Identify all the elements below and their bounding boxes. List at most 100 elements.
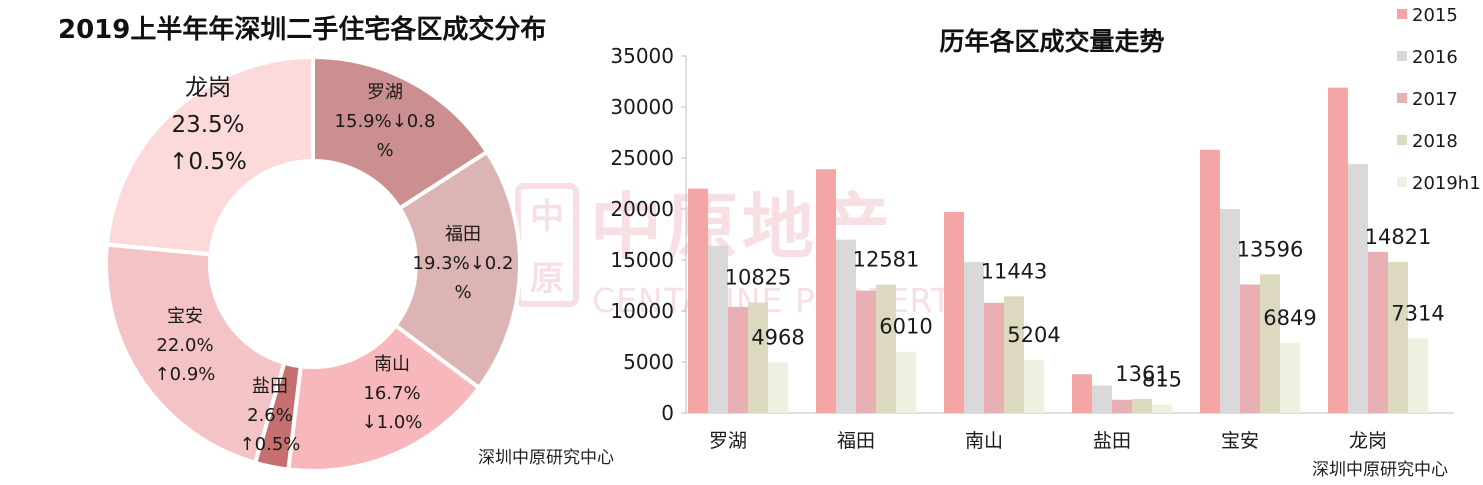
x-tick-label: 福田 (837, 430, 875, 452)
donut-slice-宝安 (104, 242, 287, 466)
svg-text:CENTALINE PROPERTY: CENTALINE PROPERTY (592, 281, 973, 320)
bar-盐田-2016 (1092, 385, 1112, 413)
data-label-2019h1-罗湖: 4968 (751, 325, 804, 349)
bar-title: 历年各区成交量走势 (939, 27, 1164, 56)
y-tick-label: 5000 (623, 350, 674, 374)
donut-slice-南山 (286, 322, 482, 473)
legend-label-2017: 2017 (1412, 89, 1458, 110)
bar-南山-2016 (964, 262, 984, 413)
bar-龙岗-2017 (1368, 251, 1388, 413)
bar-罗湖-2018 (748, 302, 768, 413)
donut-label-福田: % (454, 282, 471, 303)
bar-宝安-2015 (1200, 149, 1220, 413)
bar-宝安-2016 (1220, 209, 1240, 413)
bar-龙岗-2015 (1328, 87, 1348, 414)
donut-title: 2019上半年年深圳二手住宅各区成交分布 (58, 14, 546, 45)
bar-宝安-2018 (1260, 274, 1280, 413)
bar-罗湖-2017 (728, 306, 748, 413)
data-label-2018-南山: 11443 (981, 259, 1048, 283)
donut-chart: 罗湖 15.9%↓0.8% 福田 19.3%↓0.2% 南山 16.7% ↓1.0% 盐田 2.… (104, 54, 522, 473)
legend-swatch-2015 (1397, 9, 1407, 19)
bar-南山-2017 (984, 302, 1004, 413)
bar-罗湖-2016 (708, 245, 728, 413)
data-label-2018-龙岗: 14821 (1365, 225, 1432, 249)
donut-label-宝安: 22.0% (156, 335, 213, 356)
legend-label-2015: 2015 (1412, 5, 1458, 26)
bar-盐田-2017 (1112, 399, 1132, 413)
donut-label-龙岗: 23.5% (171, 112, 244, 138)
bar-福田-2017 (856, 290, 876, 413)
bar-龙岗-2018 (1388, 261, 1408, 413)
donut-label-盐田: 盐田 (252, 376, 288, 397)
legend-label-2018: 2018 (1412, 131, 1458, 152)
legend-label-2019h1: 2019h1 (1412, 173, 1481, 194)
donut-label-龙岗: 龙岗 (185, 75, 231, 101)
legend-swatch-2019h1 (1397, 177, 1407, 187)
data-label-2018-盐田: 1361 (1115, 362, 1168, 386)
bar-盐田-2019h1 (1152, 404, 1172, 413)
legend-swatch-2018 (1397, 135, 1407, 145)
data-label-2018-罗湖: 10825 (725, 266, 792, 290)
bar-legend: 2015 2016 2017 2018 2019h1 (1397, 5, 1481, 194)
legend-swatch-2016 (1397, 51, 1407, 61)
donut-label-罗湖: 15.9%↓0.8 (335, 111, 436, 132)
x-tick-label: 龙岗 (1349, 430, 1387, 452)
bar-龙岗-2016 (1348, 164, 1368, 413)
bar-南山-2018 (1004, 296, 1024, 413)
x-tick-label: 罗湖 (709, 430, 747, 452)
donut-label-盐田: ↑0.5% (240, 434, 301, 455)
bar-source: 深圳中原研究中心 (1312, 460, 1448, 480)
bar-罗湖-2019h1 (768, 362, 788, 413)
legend-swatch-2017 (1397, 93, 1407, 103)
data-label-2019h1-盐田: 815 (1142, 368, 1182, 392)
y-tick-label: 25000 (610, 146, 674, 170)
data-label-2018-宝安: 13596 (1237, 237, 1304, 261)
y-tick-label: 10000 (610, 299, 674, 323)
bar-南山-2019h1 (1024, 359, 1044, 413)
bar-福田-2016 (836, 239, 856, 413)
donut-label-宝安: ↑0.9% (155, 364, 216, 385)
donut-slice-龙岗 (104, 54, 315, 257)
donut-label-南山: 南山 (374, 354, 410, 375)
y-tick-label: 30000 (610, 95, 674, 119)
donut-label-南山: 16.7% (363, 383, 420, 404)
bar-盐田-2015 (1072, 374, 1092, 413)
y-tick-label: 0 (661, 401, 674, 425)
data-label-2019h1-龙岗: 7314 (1391, 301, 1444, 325)
donut-label-罗湖: 罗湖 (367, 82, 403, 103)
x-tick-label: 南山 (965, 430, 1003, 452)
donut-slice-福田 (392, 149, 522, 391)
data-label-2019h1-福田: 6010 (879, 315, 932, 339)
donut-label-龙岗: ↑0.5% (169, 149, 247, 175)
donut-source: 深圳中原研究中心 (478, 448, 614, 468)
bar-盐田-2018 (1132, 399, 1152, 413)
donut-label-福田: 19.3%↓0.2 (413, 253, 514, 274)
legend-label-2016: 2016 (1412, 47, 1458, 68)
bar-福田-2019h1 (896, 351, 916, 413)
x-tick-label: 宝安 (1221, 430, 1259, 452)
donut-label-盐田: 2.6% (247, 405, 293, 426)
donut-label-罗湖: % (376, 140, 393, 161)
bar-福田-2015 (816, 169, 836, 413)
y-tick-label: 15000 (610, 248, 674, 272)
bar-宝安-2017 (1240, 284, 1260, 413)
donut-label-福田: 福田 (445, 224, 481, 245)
bar-龙岗-2019h1 (1408, 338, 1428, 413)
svg-text:原: 原 (530, 259, 564, 299)
donut-label-宝安: 宝安 (167, 306, 203, 327)
svg-text:中: 中 (530, 197, 564, 237)
data-label-2019h1-宝安: 6849 (1263, 306, 1316, 330)
data-label-2019h1-南山: 5204 (1007, 323, 1060, 347)
bar-南山-2015 (944, 212, 964, 413)
donut-label-南山: ↓1.0% (362, 412, 423, 433)
y-tick-label: 35000 (610, 44, 674, 68)
bar-罗湖-2015 (688, 188, 708, 413)
bar-福田-2018 (876, 284, 896, 413)
data-label-2018-福田: 12581 (853, 248, 920, 272)
bar-宝安-2019h1 (1280, 343, 1300, 413)
donut-slice-罗湖 (311, 54, 490, 212)
y-tick-label: 20000 (610, 197, 674, 221)
bar-chart: 0 5000 10000 15000 20000 25000 30000 35000 罗湖 108… (610, 44, 1454, 452)
x-tick-label: 盐田 (1093, 430, 1131, 452)
